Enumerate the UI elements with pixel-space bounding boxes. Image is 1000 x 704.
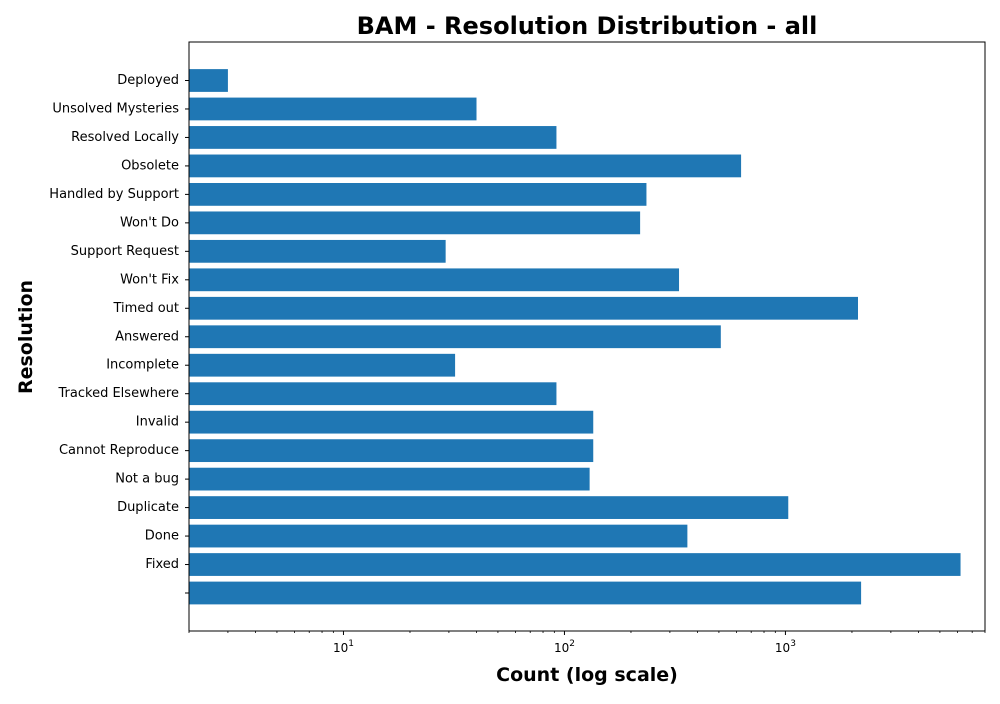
x-axis-label: Count (log scale) (496, 664, 678, 686)
bar-deployed (189, 69, 228, 92)
bar-done (189, 524, 688, 548)
bar-incomplete (189, 353, 456, 377)
bar-tracked-elsewhere (189, 382, 557, 406)
y-tick-label: Won't Do (120, 215, 179, 230)
x-tick-label: 102 (554, 639, 575, 655)
bars-layer (189, 69, 961, 605)
y-tick-label: Fixed (145, 557, 179, 572)
y-tick-label: Unsolved Mysteries (52, 101, 179, 116)
y-tick-label: Support Request (71, 244, 179, 259)
bar-support-request (189, 239, 446, 263)
x-tick-label: 101 (333, 639, 354, 655)
bar-fixed (189, 553, 961, 576)
y-tick-label: Tracked Elsewhere (58, 386, 179, 401)
bar-resolved-locally (189, 126, 557, 149)
y-tick-label: Incomplete (106, 358, 179, 373)
y-tick-label: Not a bug (115, 472, 179, 487)
chart-title: BAM - Resolution Distribution - all (357, 12, 818, 40)
y-tick-label: Obsolete (121, 158, 179, 173)
bar-invalid (189, 410, 594, 434)
bar-won-t-fix (189, 268, 680, 292)
y-tick-label: Resolved Locally (71, 130, 179, 145)
y-tick-label: Duplicate (117, 500, 179, 515)
bar-blank (189, 581, 862, 605)
bar-handled-by-support (189, 183, 647, 206)
y-tick-label: Done (145, 529, 179, 544)
bar-cannot-reproduce (189, 439, 594, 463)
bar-unsolved-mysteries (189, 97, 477, 121)
y-tick-label: Invalid (136, 415, 179, 430)
bar-not-a-bug (189, 467, 590, 491)
x-tick-label: 103 (775, 639, 796, 655)
y-tick-label: Handled by Support (49, 187, 179, 202)
bar-answered (189, 325, 721, 349)
y-ticks-layer: Fixed Done Duplicate Not a bug Cannot Reprod… (49, 73, 189, 594)
bar-obsolete (189, 154, 742, 178)
bar-won-t-do (189, 211, 641, 235)
y-tick-label: Deployed (117, 73, 179, 88)
bar-timed-out (189, 296, 858, 320)
y-tick-label: Cannot Reproduce (59, 443, 179, 458)
bar-duplicate (189, 496, 789, 519)
y-axis-label: Resolution (15, 280, 37, 394)
y-tick-label: Won't Fix (120, 272, 179, 287)
x-ticks-layer: 101 102 103 (188, 631, 986, 655)
y-tick-label: Answered (115, 329, 179, 344)
y-tick-label: Timed out (113, 301, 180, 316)
